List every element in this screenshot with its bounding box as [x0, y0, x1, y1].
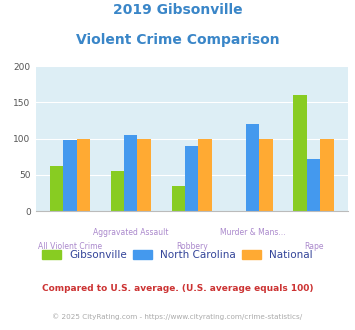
Text: Violent Crime Comparison: Violent Crime Comparison — [76, 33, 279, 47]
Bar — [294, 95, 307, 211]
Bar — [137, 139, 151, 211]
Bar — [63, 140, 77, 211]
Bar — [50, 166, 63, 211]
Legend: Gibsonville, North Carolina, National: Gibsonville, North Carolina, National — [38, 246, 317, 264]
Bar — [260, 139, 273, 211]
Bar — [111, 171, 124, 211]
Bar — [320, 139, 334, 211]
Text: © 2025 CityRating.com - https://www.cityrating.com/crime-statistics/: © 2025 CityRating.com - https://www.city… — [53, 314, 302, 320]
Text: All Violent Crime: All Violent Crime — [38, 242, 102, 251]
Bar — [246, 124, 260, 211]
Text: 2019 Gibsonville: 2019 Gibsonville — [113, 3, 242, 17]
Bar — [185, 146, 198, 211]
Text: Compared to U.S. average. (U.S. average equals 100): Compared to U.S. average. (U.S. average … — [42, 284, 313, 293]
Text: Murder & Mans...: Murder & Mans... — [220, 228, 285, 237]
Text: Aggravated Assault: Aggravated Assault — [93, 228, 169, 237]
Bar — [198, 139, 212, 211]
Bar — [77, 139, 90, 211]
Bar — [307, 159, 320, 211]
Text: Rape: Rape — [304, 242, 323, 251]
Text: Robbery: Robbery — [176, 242, 208, 251]
Bar — [171, 186, 185, 211]
Bar — [124, 135, 137, 211]
